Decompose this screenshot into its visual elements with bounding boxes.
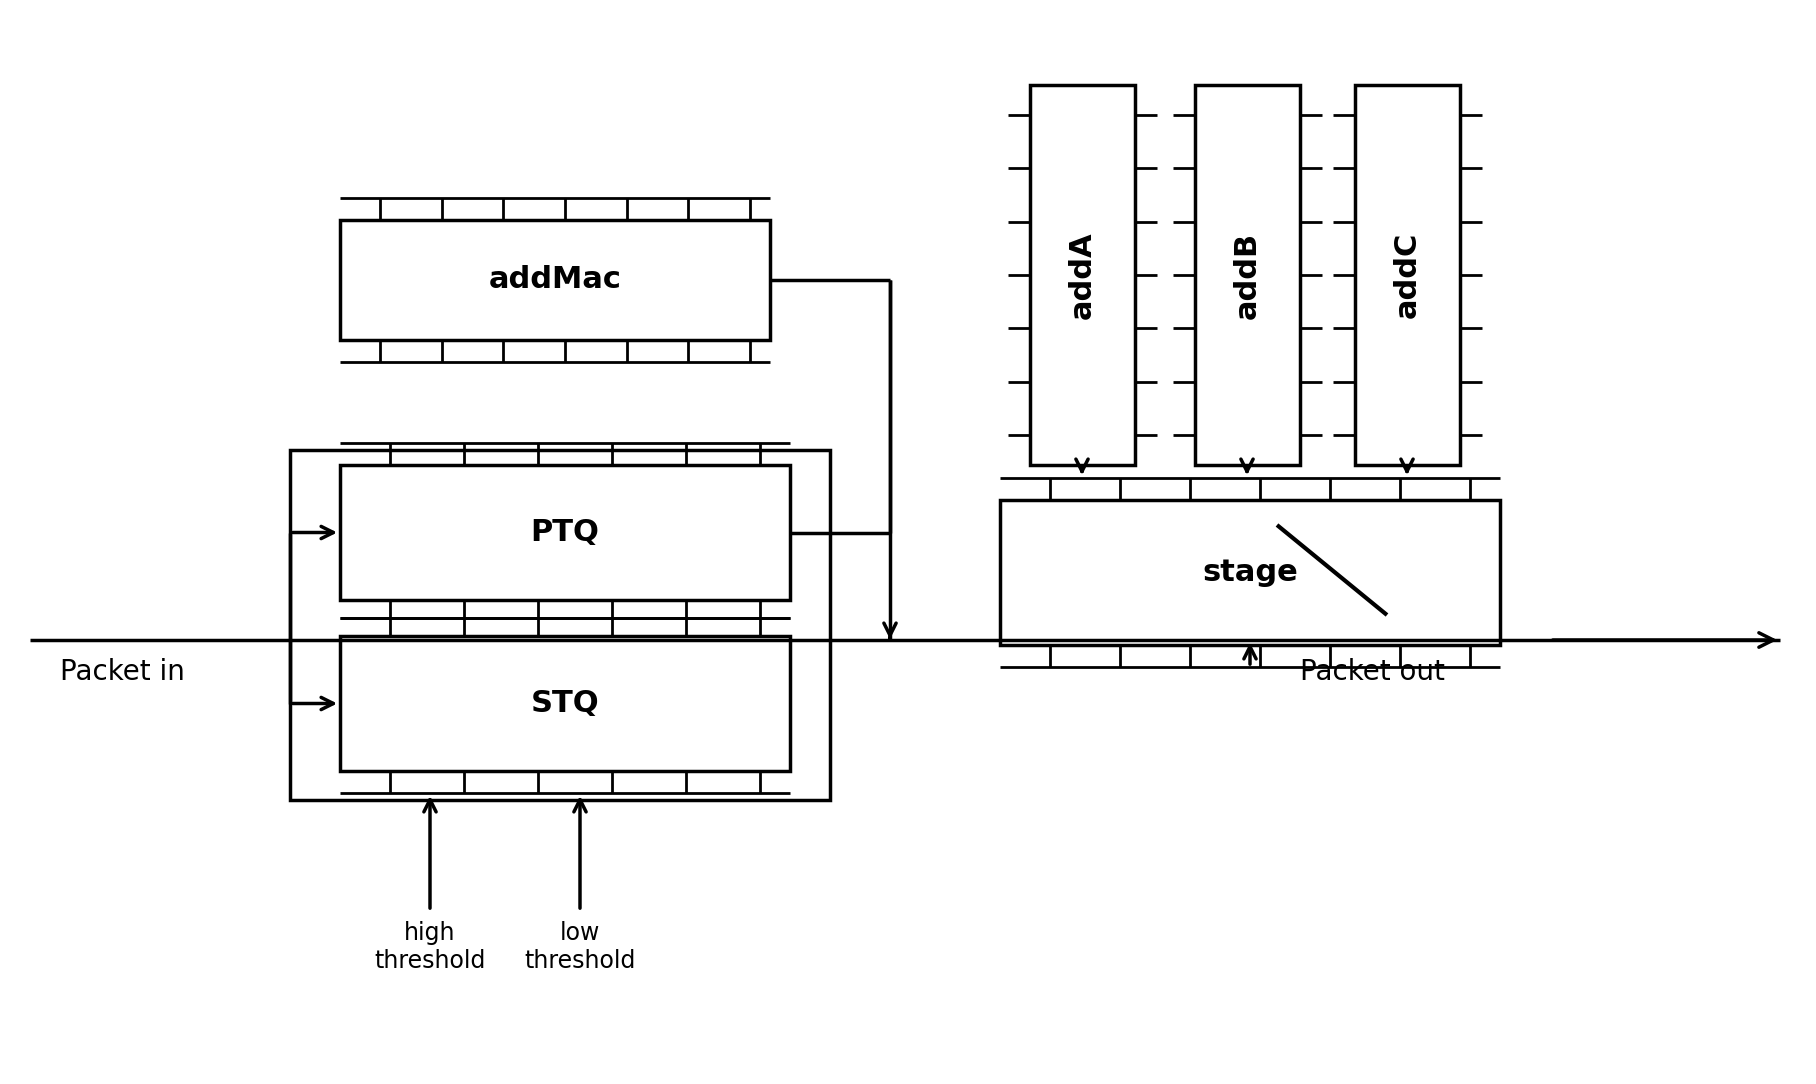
Bar: [340, 220, 770, 340]
Bar: [340, 465, 790, 601]
Text: addMac: addMac: [489, 266, 621, 295]
Bar: [1030, 85, 1135, 465]
Text: Packet in: Packet in: [60, 658, 185, 686]
Bar: [1195, 85, 1300, 465]
Text: addC: addC: [1393, 232, 1422, 319]
Text: low
threshold: low threshold: [525, 921, 636, 972]
Bar: [1001, 500, 1500, 645]
Text: stage: stage: [1202, 558, 1298, 588]
Text: addA: addA: [1068, 231, 1097, 319]
Text: STQ: STQ: [530, 689, 599, 718]
Text: PTQ: PTQ: [530, 518, 599, 547]
Bar: [340, 636, 790, 771]
Bar: [291, 450, 830, 800]
Text: high
threshold: high threshold: [374, 921, 485, 972]
Text: Packet out: Packet out: [1300, 658, 1446, 686]
Text: addB: addB: [1233, 232, 1262, 319]
Bar: [1355, 85, 1460, 465]
